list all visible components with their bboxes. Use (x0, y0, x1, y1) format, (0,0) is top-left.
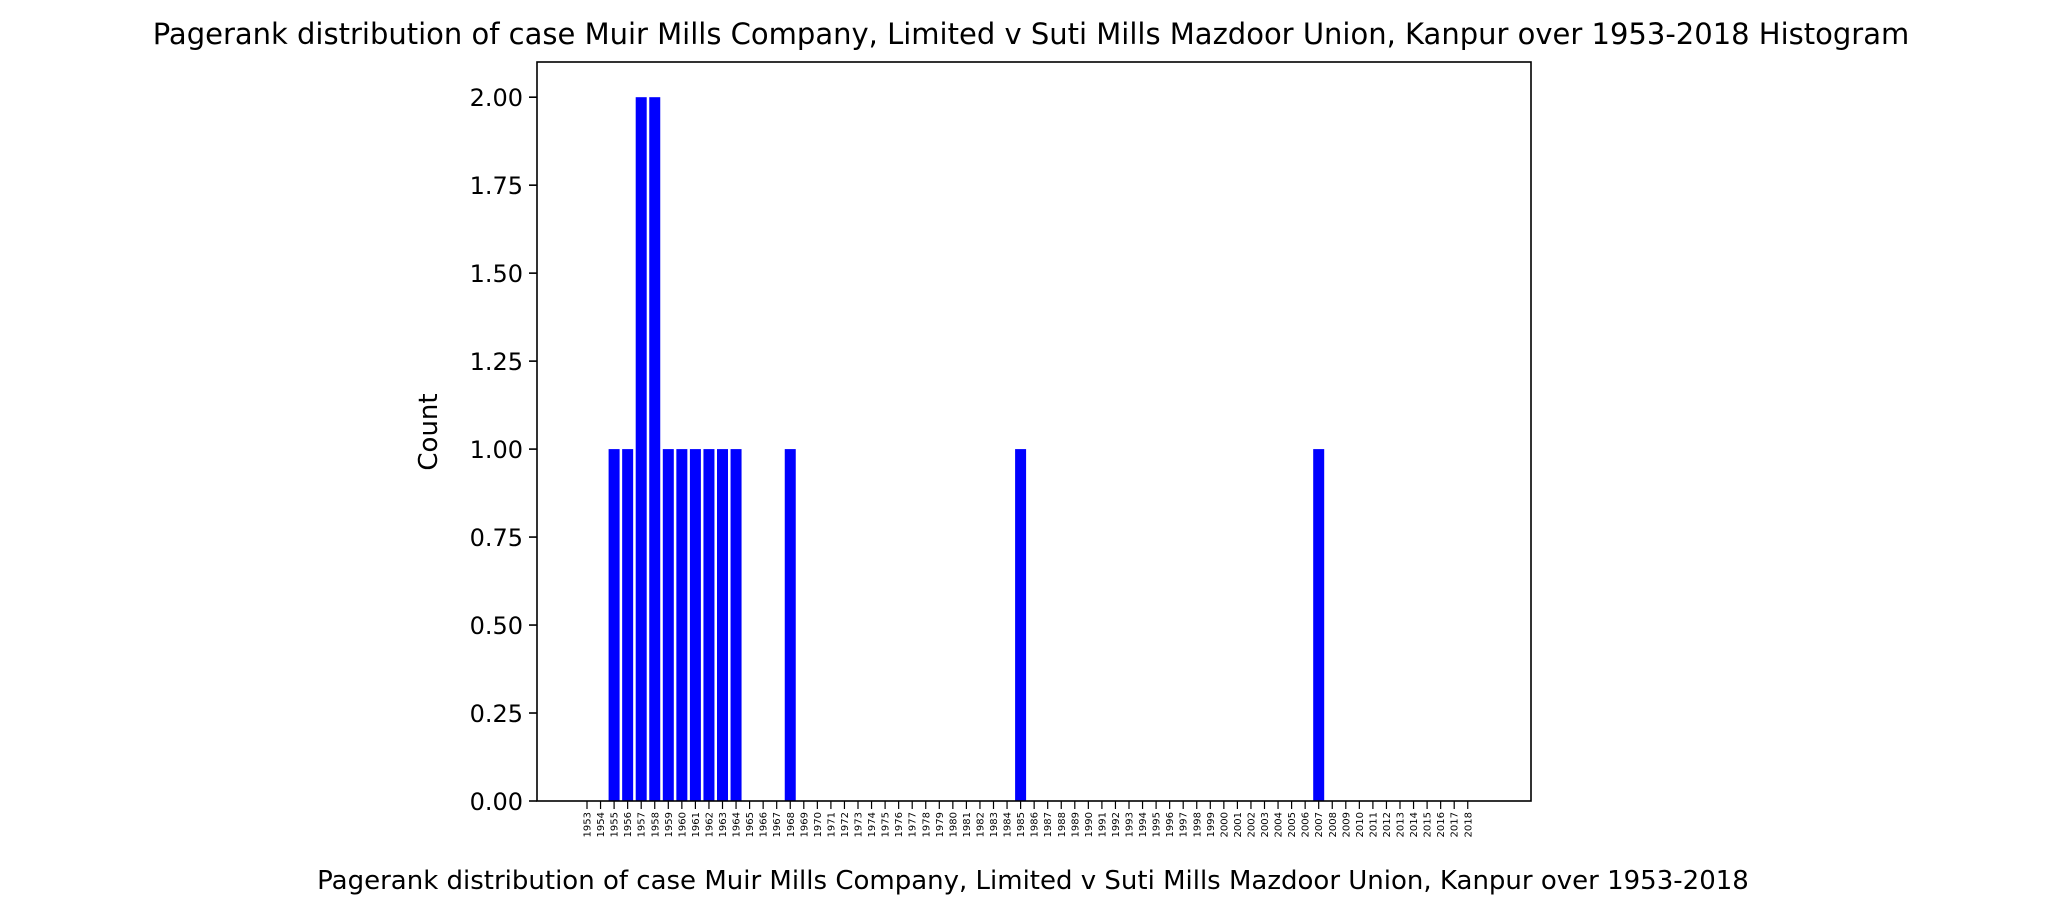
y-tick-label: 0.25 (470, 700, 523, 728)
x-tick-label-1956: 1956 (623, 812, 634, 837)
x-tick-label-2005: 2005 (1287, 812, 1298, 837)
bar-1956 (622, 449, 634, 801)
y-tick-label: 0.75 (470, 524, 523, 552)
x-tick-label-2002: 2002 (1246, 812, 1257, 837)
x-tick-label-2006: 2006 (1301, 812, 1312, 837)
x-tick-label-1971: 1971 (826, 812, 837, 837)
x-tick-label-2014: 2014 (1409, 812, 1420, 837)
x-tick-label-1964: 1964 (732, 812, 743, 837)
x-tick-label-1980: 1980 (948, 812, 959, 837)
x-tick-label-1979: 1979 (935, 812, 946, 837)
y-axis-label: Count (414, 393, 444, 470)
x-tick-label-1953: 1953 (583, 812, 594, 837)
x-tick-label-1957: 1957 (637, 812, 648, 837)
y-tick-label: 2.00 (470, 84, 523, 112)
x-tick-label-2017: 2017 (1450, 812, 1461, 837)
x-tick-label-2003: 2003 (1260, 812, 1271, 837)
x-tick-label-2009: 2009 (1341, 812, 1352, 837)
bar-1960 (676, 449, 688, 801)
x-tick-label-2016: 2016 (1436, 812, 1447, 837)
x-axis: 1953 1954 1955 1956 1957 1958 1959 1960 1961 1962… (583, 801, 1474, 837)
x-tick-label-1968: 1968 (786, 812, 797, 837)
bar-1957 (635, 97, 647, 801)
bar-1959 (662, 449, 674, 801)
x-tick-label-1977: 1977 (908, 812, 919, 837)
x-tick-label-2012: 2012 (1382, 812, 1393, 837)
y-tick-label: 1.00 (470, 436, 523, 464)
x-tick-label-1966: 1966 (759, 812, 770, 837)
x-tick-label-1960: 1960 (677, 812, 688, 837)
x-tick-label-1987: 1987 (1043, 812, 1054, 837)
x-tick-label-1967: 1967 (772, 812, 783, 837)
y-tick-label: 1.50 (470, 260, 523, 288)
x-tick-label-2001: 2001 (1233, 812, 1244, 837)
x-tick-label-1976: 1976 (894, 812, 905, 837)
x-tick-label-1975: 1975 (881, 812, 892, 837)
bar-1958 (649, 97, 661, 801)
y-axis: 0.00 0.25 0.50 0.75 1.00 1.25 1.50 1.75 2.00 (470, 84, 537, 816)
x-tick-label-1978: 1978 (921, 812, 932, 837)
bar-1955 (608, 449, 620, 801)
x-tick-label-1972: 1972 (840, 812, 851, 837)
bar-1964 (730, 449, 742, 801)
x-tick-label-1999: 1999 (1206, 812, 1217, 837)
x-tick-label-1990: 1990 (1084, 812, 1095, 837)
x-tick-label-1998: 1998 (1192, 812, 1203, 837)
bars-layer (608, 97, 1325, 801)
bar-1968 (784, 449, 796, 801)
x-tick-label-1963: 1963 (718, 812, 729, 837)
x-tick-label-1965: 1965 (745, 812, 756, 837)
x-tick-label-1961: 1961 (691, 812, 702, 837)
x-tick-label-2018: 2018 (1463, 812, 1474, 837)
x-tick-label-1994: 1994 (1138, 812, 1149, 837)
y-tick-label: 0.50 (470, 612, 523, 640)
x-tick-label-1973: 1973 (854, 812, 865, 837)
x-tick-label-2008: 2008 (1328, 812, 1339, 837)
bar-1963 (717, 449, 728, 801)
x-tick-label-2010: 2010 (1355, 812, 1366, 837)
x-tick-label-2011: 2011 (1368, 812, 1379, 837)
x-tick-label-1959: 1959 (664, 812, 675, 837)
chart-title: Pagerank distribution of case Muir Mills… (153, 17, 1910, 51)
x-tick-label-2007: 2007 (1314, 812, 1325, 837)
x-tick-label-1954: 1954 (596, 812, 607, 837)
x-tick-label-2004: 2004 (1274, 812, 1285, 837)
y-tick-label: 0.00 (470, 788, 523, 816)
bar-1985 (1015, 449, 1027, 801)
x-tick-label-1974: 1974 (867, 812, 878, 837)
x-tick-label-1984: 1984 (1003, 812, 1014, 837)
x-tick-label-1993: 1993 (1125, 812, 1136, 837)
y-tick-label: 1.25 (470, 348, 523, 376)
x-tick-label-2013: 2013 (1396, 812, 1407, 837)
x-tick-label-1985: 1985 (1016, 812, 1027, 837)
x-tick-label-1989: 1989 (1070, 812, 1081, 837)
x-tick-label-1991: 1991 (1097, 812, 1108, 837)
x-axis-label: Pagerank distribution of case Muir Mills… (317, 866, 1749, 896)
x-tick-label-1992: 1992 (1111, 812, 1122, 837)
x-tick-label-1996: 1996 (1165, 812, 1176, 837)
bar-1961 (689, 449, 701, 801)
x-tick-label-1970: 1970 (813, 812, 824, 837)
x-tick-label-1981: 1981 (962, 812, 973, 837)
x-tick-label-1988: 1988 (1057, 812, 1068, 837)
bar-1962 (703, 449, 715, 801)
x-tick-label-1997: 1997 (1179, 812, 1190, 837)
x-tick-label-1958: 1958 (650, 812, 661, 837)
x-tick-label-1986: 1986 (1030, 812, 1041, 837)
x-tick-label-2015: 2015 (1423, 812, 1434, 837)
x-tick-label-1955: 1955 (610, 812, 621, 837)
bar-2007 (1313, 449, 1325, 801)
x-tick-label-1983: 1983 (989, 812, 1000, 837)
x-tick-label-1969: 1969 (799, 812, 810, 837)
x-tick-label-1962: 1962 (704, 812, 715, 837)
x-tick-label-1982: 1982 (975, 812, 986, 837)
x-tick-label-1995: 1995 (1152, 812, 1163, 837)
y-tick-label: 1.75 (470, 172, 523, 200)
x-tick-label-2000: 2000 (1219, 812, 1230, 837)
plot-frame (536, 61, 1532, 802)
